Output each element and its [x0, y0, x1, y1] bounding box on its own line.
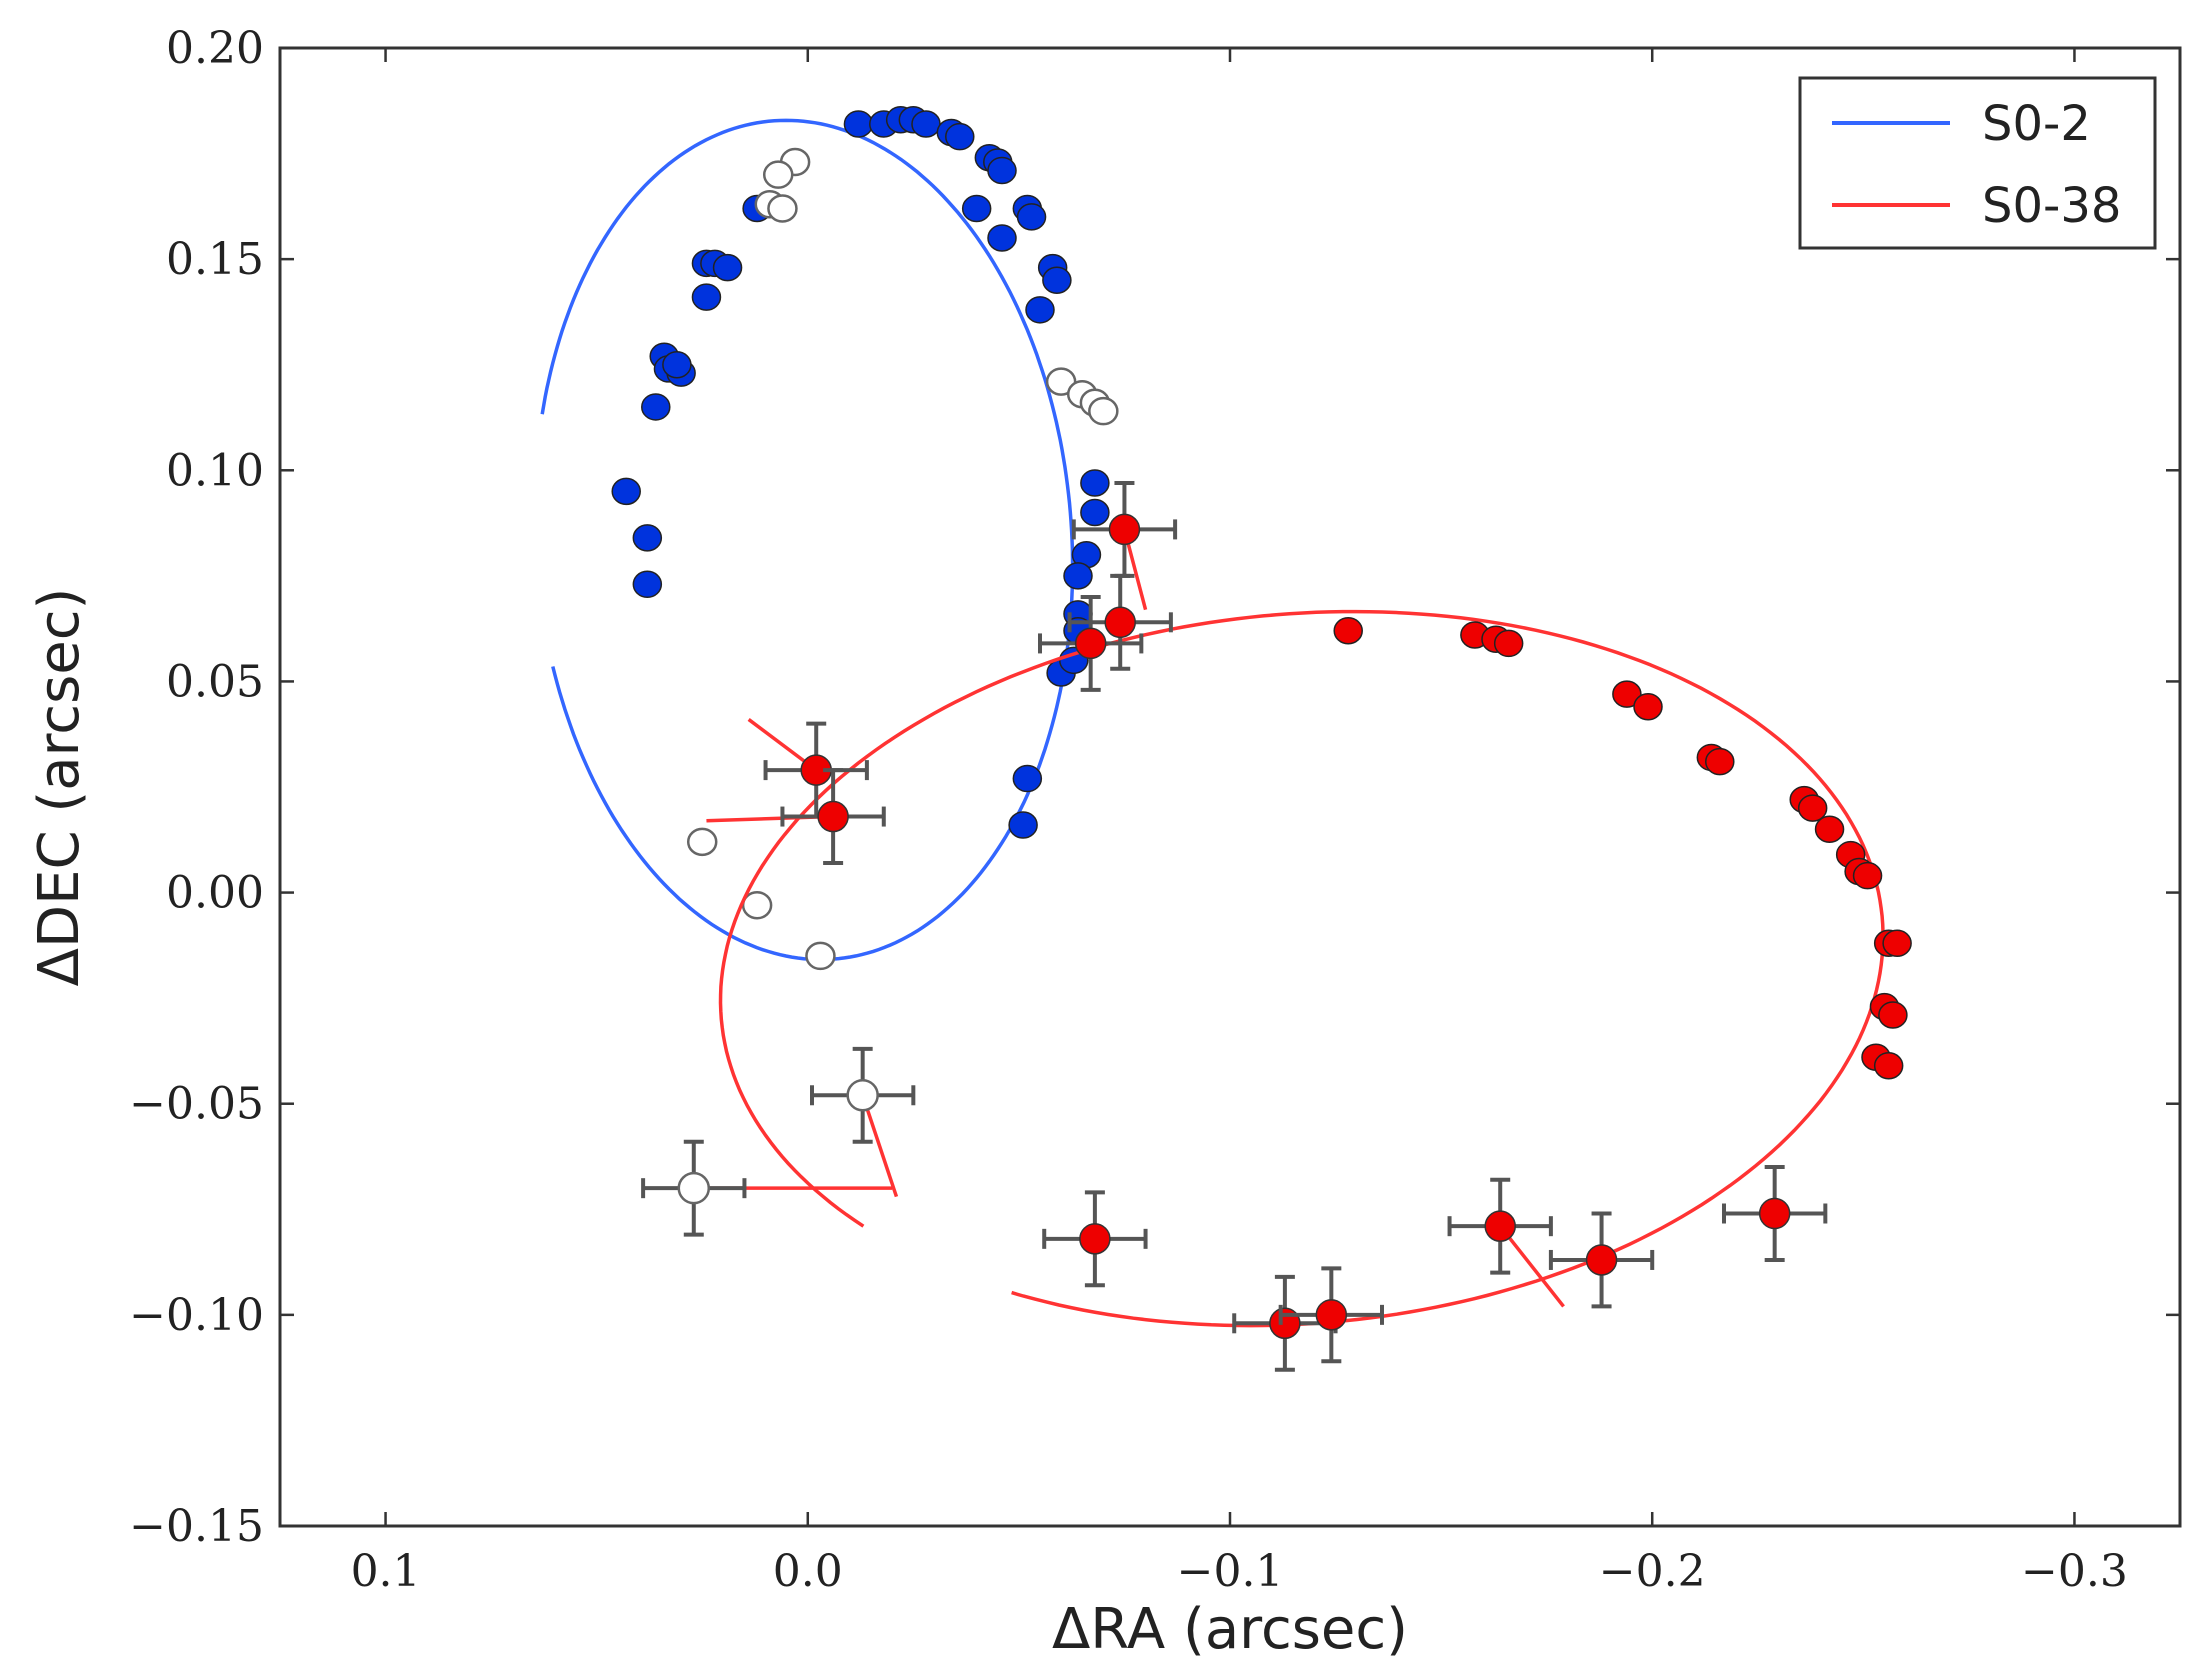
s0-38-data-point [1269, 1307, 1301, 1340]
s0-2-orbit-line [540, 118, 1075, 962]
s0-2-data-point [987, 224, 1017, 252]
legend: S0-2 S0-38 [1798, 76, 2157, 250]
s0-38-data-point [1873, 1051, 1904, 1080]
s0-38-orbit-line [718, 609, 1885, 1328]
x-tick-label: 0.0 [773, 1546, 843, 1597]
s0-38-data-point [1882, 929, 1912, 957]
s0-2-open-data-point [805, 941, 836, 971]
s0-2-data-point [632, 570, 663, 599]
s0-2-data-point [1012, 764, 1043, 793]
s0-38-open-data-point [677, 1171, 711, 1205]
y-axis: 0.20 0.15 0.10 0.05 0.00 −0.05 −0.10 −0.15 [129, 23, 2180, 1552]
s0-38-data-point [1758, 1197, 1791, 1230]
y-tick-label: −0.10 [129, 1290, 264, 1341]
plot-marks [540, 106, 1912, 1372]
s0-2-data-point [1008, 811, 1038, 839]
y-axis-title: ΔDEC (arcsec) [27, 588, 92, 987]
s0-2-data-point [662, 350, 692, 379]
s0-2-data-point [1063, 562, 1093, 590]
x-axis: 0.1 0.0 −0.1 −0.2 −0.3 [351, 48, 2128, 1597]
s0-2-data-point [1016, 203, 1047, 231]
s0-2-data-point [632, 524, 663, 552]
s0-2-open-data-point [1045, 367, 1077, 396]
y-tick-label: 0.20 [166, 23, 264, 74]
s0-38-open-data-point [846, 1079, 879, 1112]
s0-38-data-point [1108, 513, 1141, 546]
legend-label-s0-38: S0-38 [1982, 178, 2121, 234]
s0-2-data-point [945, 122, 975, 151]
s0-38-data-point [1315, 1299, 1348, 1331]
x-tick-label: 0.1 [351, 1546, 421, 1597]
s0-38-data-point [1333, 617, 1363, 645]
legend-box [1798, 76, 2157, 250]
s0-38-data-point [1585, 1244, 1618, 1276]
s0-38-data-point [817, 800, 849, 833]
s0-38-data-point [1079, 1223, 1111, 1255]
y-tick-label: −0.15 [129, 1501, 264, 1552]
y-tick-label: −0.05 [129, 1079, 264, 1130]
s0-38-data-point [1633, 693, 1663, 721]
x-tick-label: −0.1 [1177, 1546, 1284, 1597]
s0-2-open-data-point [1088, 396, 1119, 426]
s0-2-open-data-point [762, 160, 794, 189]
x-tick-label: −0.3 [2021, 1546, 2128, 1597]
s0-2-data-point [691, 283, 722, 311]
s0-2-data-point [961, 194, 992, 223]
s0-38-residual-line [861, 1094, 899, 1198]
s0-38-data-point [1705, 747, 1735, 776]
s0-2-data-point [1025, 296, 1055, 324]
s0-2-data-point [911, 110, 941, 138]
y-tick-label: 0.10 [166, 445, 264, 496]
s0-38-data-point [1852, 861, 1883, 890]
s0-38-data-point [1878, 1001, 1908, 1029]
s0-38-data-point [1493, 629, 1524, 658]
x-axis-title: ΔRA (arcsec) [1052, 1597, 1408, 1662]
x-tick-label: −0.2 [1599, 1546, 1706, 1597]
s0-38-data-point [1484, 1210, 1516, 1242]
s0-2-data-point [712, 253, 743, 282]
s0-2-data-point [1080, 469, 1110, 497]
s0-38-data-point [1797, 794, 1828, 822]
s0-2-open-data-point [686, 827, 718, 857]
legend-label-s0-2: S0-2 [1982, 96, 2091, 152]
s0-2-data-point [843, 110, 874, 138]
s0-2-data-point [1080, 498, 1110, 527]
s0-38-residual-line [1498, 1225, 1565, 1308]
y-tick-label: 0.00 [166, 868, 264, 919]
s0-2-data-point [641, 393, 671, 421]
s0-38-data-point [1814, 815, 1845, 843]
s0-2-data-point [987, 156, 1017, 185]
s0-38-data-point [1612, 680, 1642, 708]
s0-2-data-point [1042, 266, 1072, 295]
s0-2-open-data-point [767, 194, 798, 223]
s0-38-data-point [1104, 606, 1136, 639]
s0-2-data-point [611, 477, 641, 506]
y-tick-label: 0.05 [166, 656, 264, 707]
y-tick-label: 0.15 [166, 234, 264, 285]
s0-38-data-point [1074, 627, 1107, 660]
